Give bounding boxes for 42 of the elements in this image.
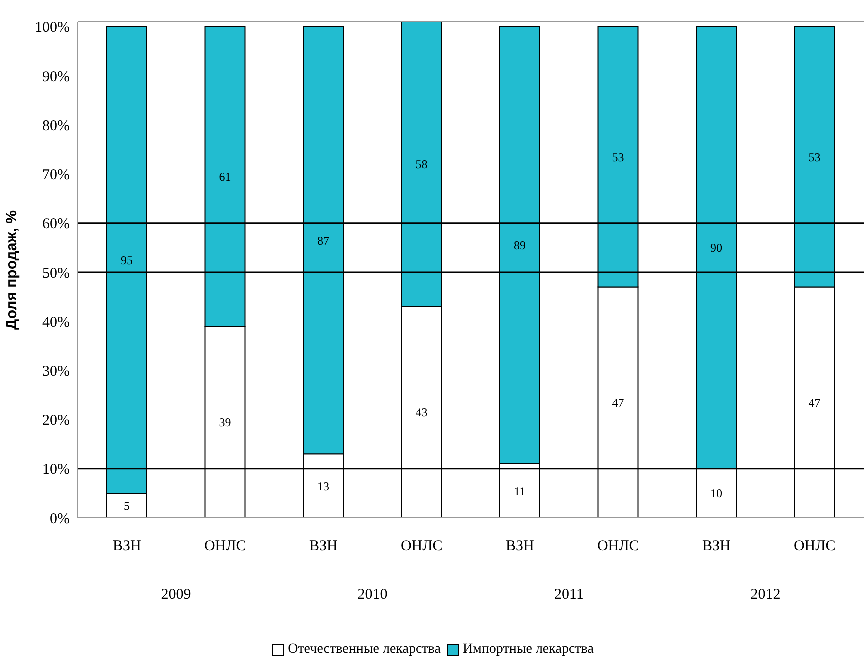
y-tick-label: 30% [42,364,70,380]
text: 2010 [356,587,389,604]
data-label: 61 [219,170,232,184]
legend-label: Импортные лекарства [462,642,594,658]
data-label: 53 [808,150,821,164]
x-tick-label: ОНЛС [794,538,836,555]
x-tick-label: ВЗН [506,538,534,555]
y-tick-label: 70% [42,168,70,184]
y-tick-label: 10% [42,462,70,478]
text: 2009 [160,587,192,604]
x-tick-label: ОНЛС [204,538,246,555]
data-label: 95 [121,253,133,268]
data-label: 58 [416,158,428,172]
text: 2011 [554,587,585,604]
x-tick-label: ВЗН [112,538,142,555]
y-tick-label: 60% [42,216,70,233]
data-label: 90 [710,241,722,256]
data-label: 11 [514,484,526,498]
x-tick-label: ОНЛС [400,538,443,555]
text: 2012 [750,587,782,604]
y-tick-label: 100% [35,20,70,36]
x-tick-label: ВЗН [702,538,731,555]
y-axis-title: Доля продаж, % [3,210,20,330]
x-tick-label: ОНЛС [597,538,640,555]
data-label: 43 [416,406,428,420]
y-tick-label: 80% [42,118,70,134]
data-label: 89 [514,238,526,253]
y-tick-label: 0% [50,511,70,528]
y-tick-label: 50% [42,266,70,282]
data-label: 5 [124,498,130,513]
data-label: 13 [318,479,330,494]
data-label: 47 [612,396,624,410]
data-label: 39 [219,416,232,430]
data-label: 10 [710,486,722,501]
data-label: 87 [318,234,330,248]
legend-label: Отечественные лекарства [287,642,441,658]
data-label: 53 [612,150,624,164]
y-tick-label: 20% [42,413,70,430]
x-tick-label: ВЗН [309,538,338,555]
y-tick-label: 90% [42,69,70,86]
data-label: 47 [808,396,821,410]
y-tick-label: 40% [42,314,70,331]
